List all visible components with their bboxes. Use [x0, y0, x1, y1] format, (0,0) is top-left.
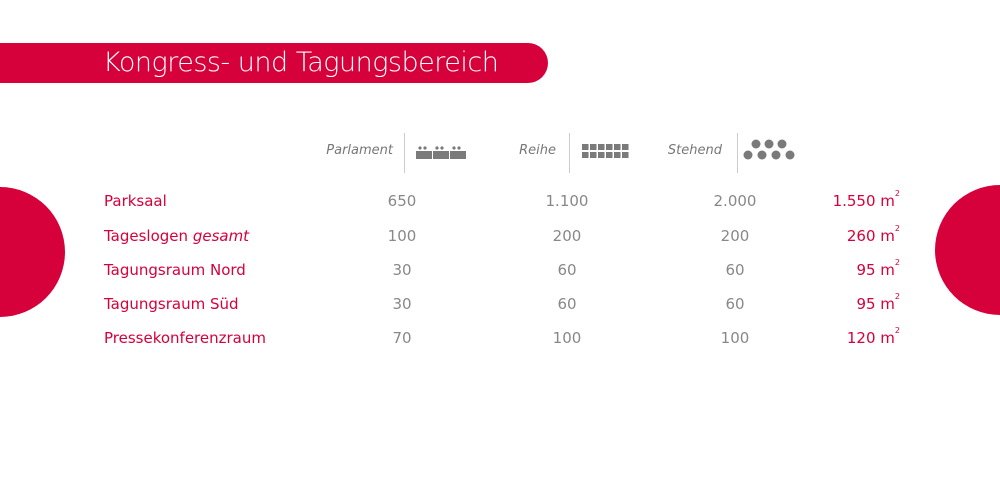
- reihe-capacity: 60: [557, 261, 577, 279]
- table-row: Tageslogen gesamt 100 200 200 260 m2: [0, 224, 1000, 247]
- reihe-capacity: 1.100: [545, 192, 589, 210]
- room-name: Parksaal: [104, 192, 167, 210]
- room-name-text: Tageslogen: [104, 227, 193, 245]
- column-divider: [404, 133, 405, 173]
- row-seating-icon: [582, 144, 629, 158]
- room-name-text: Tagungsraum Süd: [104, 295, 239, 313]
- table-row: Pressekonferenzraum 70 100 100 120 m2: [0, 326, 1000, 349]
- stehend-capacity: 100: [720, 329, 750, 347]
- area-unit-superscript: 2: [894, 326, 900, 335]
- title-banner: Kongress- und Tagungsbereich: [0, 43, 548, 83]
- stehend-capacity: 60: [725, 295, 745, 313]
- stehend-capacity: 2.000: [713, 192, 757, 210]
- seat-mark: [622, 144, 629, 150]
- room-name: Tagungsraum Süd: [104, 295, 239, 313]
- table-row: Tagungsraum Süd 30 60 60 95 m2: [0, 292, 1000, 315]
- room-area: 260 m2: [846, 224, 900, 245]
- area-value: 1.550 m: [832, 192, 895, 210]
- parliament-seating-icon: [416, 146, 466, 159]
- parlament-capacity: 30: [392, 295, 412, 313]
- page-title: Kongress- und Tagungsbereich: [103, 47, 499, 78]
- column-header-reihe: Reihe: [519, 143, 556, 158]
- table-row: Tagungsraum Nord 30 60 60 95 m2: [0, 258, 1000, 281]
- reihe-capacity: 200: [552, 227, 582, 245]
- seat-mark: [582, 152, 589, 158]
- room-area: 95 m2: [856, 292, 900, 313]
- seat-mark: [598, 144, 605, 150]
- room-area: 120 m2: [846, 326, 900, 347]
- room-name: Tageslogen gesamt: [104, 227, 249, 245]
- seat-mark: [614, 152, 621, 158]
- seat-mark: [606, 152, 613, 158]
- area-unit-superscript: 2: [894, 258, 900, 267]
- seat-mark: [614, 144, 621, 150]
- room-area: 95 m2: [856, 258, 900, 279]
- room-name-suffix: gesamt: [192, 227, 250, 245]
- seat-mark: [622, 152, 629, 158]
- table-row: Parksaal 650 1.100 2.000 1.550 m2: [0, 189, 1000, 212]
- reihe-capacity: 60: [557, 295, 577, 313]
- seat-mark: [590, 144, 597, 150]
- room-name: Tagungsraum Nord: [104, 261, 246, 279]
- parlament-capacity: 70: [392, 329, 412, 347]
- room-name-text: Tagungsraum Nord: [104, 261, 246, 279]
- area-unit-superscript: 2: [894, 292, 900, 301]
- room-name-text: Parksaal: [104, 192, 167, 210]
- parlament-capacity: 100: [387, 227, 417, 245]
- area-value: 95 m: [856, 295, 895, 313]
- area-value: 95 m: [856, 261, 895, 279]
- room-name: Pressekonferenzraum: [104, 329, 266, 347]
- seat-mark: [582, 144, 589, 150]
- room-area: 1.550 m2: [832, 189, 900, 210]
- area-unit-superscript: 2: [894, 224, 900, 233]
- stehend-capacity: 200: [720, 227, 750, 245]
- stehend-capacity: 60: [725, 261, 745, 279]
- seat-mark: [598, 152, 605, 158]
- parlament-capacity: 30: [392, 261, 412, 279]
- area-unit-superscript: 2: [894, 189, 900, 198]
- column-header-stehend: Stehend: [667, 143, 722, 158]
- standing-icon: [743, 139, 795, 160]
- parlament-capacity: 650: [387, 192, 417, 210]
- room-name-text: Pressekonferenzraum: [104, 329, 266, 347]
- column-header-parlament: Parlament: [326, 143, 393, 158]
- reihe-capacity: 100: [552, 329, 582, 347]
- area-value: 120 m: [846, 329, 895, 347]
- seat-mark: [590, 152, 597, 158]
- seat-mark: [606, 144, 613, 150]
- column-divider: [569, 133, 570, 173]
- column-divider: [737, 133, 738, 173]
- area-value: 260 m: [846, 227, 895, 245]
